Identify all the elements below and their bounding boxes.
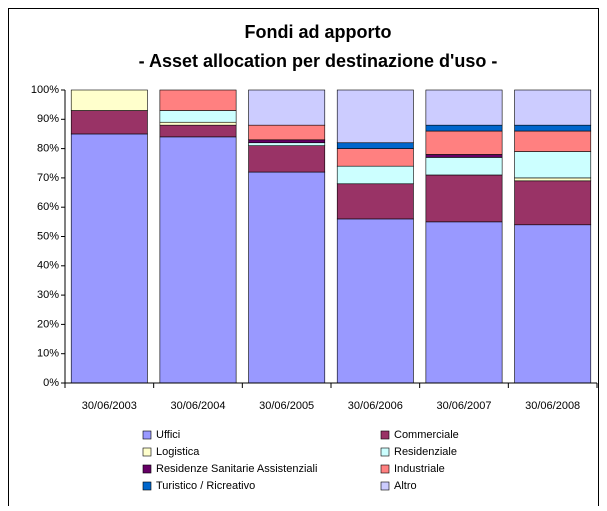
x-tick-label: 30/06/2004 <box>170 400 225 412</box>
bar-segment <box>70 133 148 384</box>
bar-segment <box>70 110 148 135</box>
y-tick-label: 70% <box>37 172 59 184</box>
bar-segment <box>514 124 592 132</box>
y-tick-label: 0% <box>43 377 59 389</box>
bar-segment <box>248 124 326 141</box>
chart-title: Fondi ad apporto <box>245 22 392 42</box>
legend-label: Commerciale <box>394 429 459 441</box>
y-tick-label: 30% <box>37 289 59 301</box>
bar-segment <box>336 89 414 144</box>
legend-swatch <box>142 430 152 440</box>
legend-label: Logistica <box>156 446 200 458</box>
legend-label: Turistico / Ricreativo <box>156 480 255 492</box>
bar-segment <box>514 130 592 152</box>
legend-swatch <box>142 447 152 457</box>
x-tick-label: 30/06/2006 <box>348 400 403 412</box>
legend-swatch <box>142 481 152 491</box>
bar-segment <box>159 121 237 126</box>
x-tick-label: 30/06/2005 <box>259 400 314 412</box>
bar-segment <box>248 145 326 173</box>
bar-segment <box>336 165 414 185</box>
bar-segment <box>425 174 503 223</box>
y-tick-label: 40% <box>37 260 59 272</box>
bar-segment <box>159 110 237 123</box>
legend-swatch <box>142 464 152 474</box>
bar-segment <box>425 154 503 158</box>
bar-segment <box>159 89 237 111</box>
bar-segment <box>159 124 237 138</box>
bar-segment <box>425 221 503 384</box>
bar-segment <box>514 89 592 126</box>
bar-segment <box>514 180 592 226</box>
bar-segment <box>70 89 148 111</box>
bar-segment <box>336 142 414 149</box>
x-tick-label: 30/06/2008 <box>525 400 580 412</box>
legend-swatch <box>380 430 390 440</box>
bar-segment <box>336 218 414 384</box>
bar-segment <box>248 89 326 126</box>
legend-swatch <box>380 481 390 491</box>
bar-segment <box>336 148 414 167</box>
bar-segment <box>514 151 592 179</box>
bar-segment <box>425 157 503 176</box>
bar-segment <box>514 177 592 182</box>
bar-segment <box>159 136 237 384</box>
bar-segment <box>425 130 503 155</box>
y-tick-label: 20% <box>37 318 59 330</box>
legend-label: Residenze Sanitarie Assistenziali <box>156 463 317 475</box>
bar-segment <box>336 183 414 220</box>
y-tick-label: 100% <box>31 84 59 96</box>
y-tick-label: 60% <box>37 201 59 213</box>
bar-segment <box>248 171 326 384</box>
bar-segment <box>248 142 326 146</box>
legend-swatch <box>380 447 390 457</box>
y-tick-label: 50% <box>37 230 59 242</box>
bar-segment <box>514 224 592 384</box>
chart-subtitle: - Asset allocation per destinazione d'us… <box>139 51 498 71</box>
legend-swatch <box>380 464 390 474</box>
legend-label: Residenziale <box>394 446 457 458</box>
bar-segment <box>425 89 503 126</box>
legend-label: Industriale <box>394 463 445 475</box>
bar-segment <box>248 139 326 144</box>
x-tick-label: 30/06/2007 <box>436 400 491 412</box>
y-tick-label: 90% <box>37 113 59 125</box>
legend-label: Uffici <box>156 429 180 441</box>
y-tick-label: 10% <box>37 348 59 360</box>
bar-segment <box>425 124 503 132</box>
legend-label: Altro <box>394 480 417 492</box>
y-tick-label: 80% <box>37 143 59 155</box>
x-tick-label: 30/06/2003 <box>82 400 137 412</box>
